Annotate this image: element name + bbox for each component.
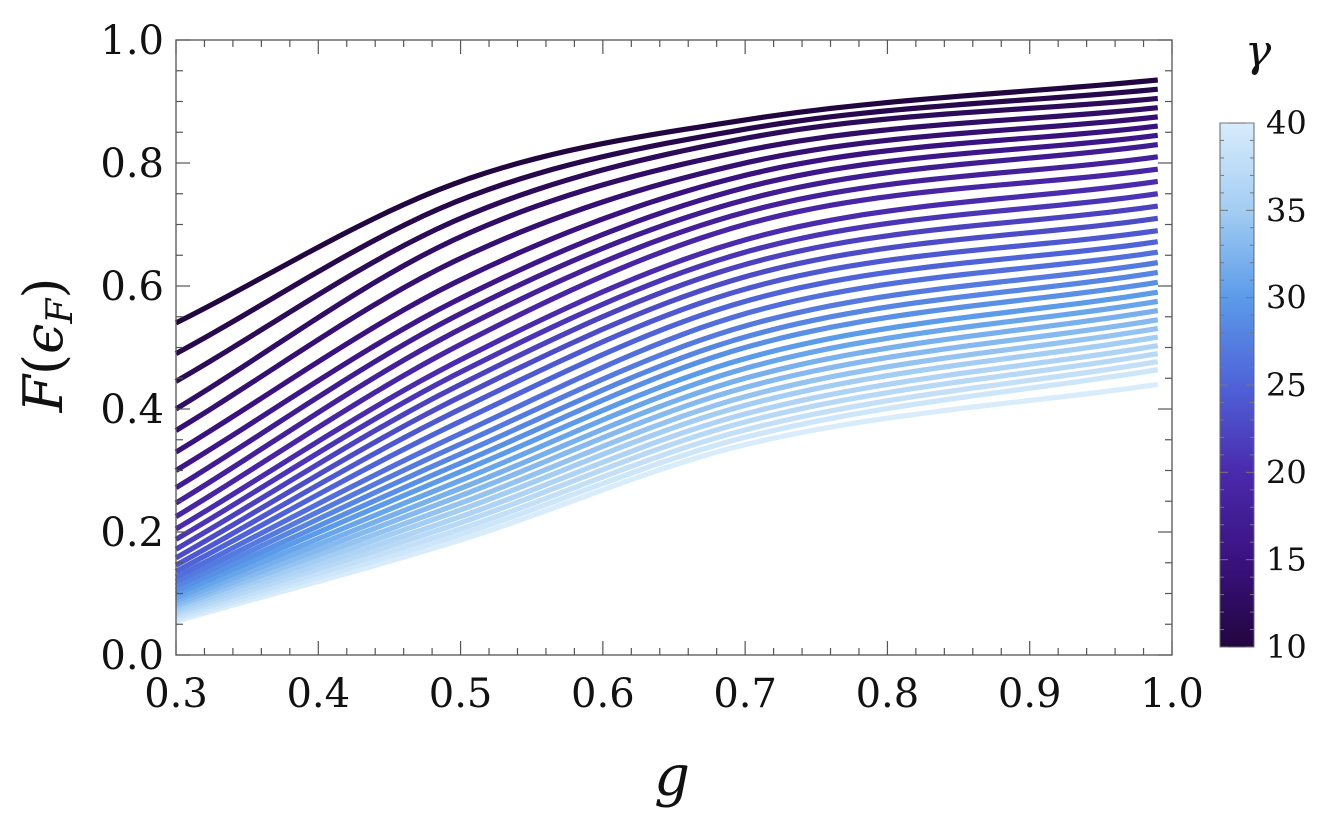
colorbar-tick-label: 30 <box>1266 279 1307 317</box>
series-line-gamma-17 <box>174 141 1159 490</box>
colorbar-tick-label: 35 <box>1266 191 1307 229</box>
series-line-gamma-33 <box>175 317 1159 607</box>
series-line-gamma-32 <box>175 308 1159 604</box>
series-layer <box>174 77 1159 624</box>
colorbar-ticks: 10 15 20 25 30 35 40 <box>1220 104 1307 666</box>
series-line-gamma-39 <box>175 367 1159 622</box>
series-line-gamma-29 <box>174 279 1159 593</box>
series-line-gamma-12 <box>174 95 1159 384</box>
series-line-gamma-34 <box>175 325 1159 609</box>
y-tick-labels: 0.0 0.2 0.4 0.6 0.8 1.0 <box>100 18 164 679</box>
x-tick-label: 0.3 <box>144 671 208 717</box>
series-line-gamma-36 <box>175 343 1159 614</box>
series-line-gamma-26 <box>174 249 1159 580</box>
tick-layer <box>175 39 1173 656</box>
x-tick-label: 0.5 <box>429 671 493 717</box>
y-axis-title-close-paren: ) <box>12 278 75 299</box>
series-line-gamma-10 <box>174 77 1159 326</box>
y-tick-label: 0.0 <box>100 633 164 679</box>
colorbar-tick-label: 20 <box>1266 453 1307 491</box>
series-line-gamma-16 <box>174 132 1159 473</box>
colorbar-tick-label: 15 <box>1266 541 1307 579</box>
y-tick-label: 0.4 <box>100 387 164 433</box>
colorbar-tick-label: 25 <box>1266 366 1307 404</box>
y-axis-title-main: F <box>12 372 75 413</box>
series-line-gamma-18 <box>174 154 1159 506</box>
x-tick-label: 0.8 <box>856 671 920 717</box>
series-line-gamma-11 <box>174 86 1159 356</box>
y-axis-title-epsilon: ϵ <box>12 324 75 354</box>
series-line-gamma-37 <box>175 351 1159 617</box>
colorbar-tick-label: 10 <box>1266 628 1307 666</box>
y-tick-label: 0.8 <box>100 141 164 187</box>
series-line-gamma-22 <box>174 203 1159 552</box>
series-line-gamma-28 <box>174 269 1159 589</box>
series-line-gamma-15 <box>174 123 1159 455</box>
series-line-gamma-25 <box>174 239 1159 574</box>
x-tick-label: 0.7 <box>713 671 777 717</box>
y-tick-label: 0.6 <box>100 264 164 310</box>
colorbar-title: γ <box>1245 26 1272 77</box>
series-line-gamma-24 <box>174 228 1159 568</box>
x-tick-label: 0.6 <box>571 671 635 717</box>
series-line-gamma-35 <box>175 334 1159 612</box>
series-line-gamma-23 <box>174 215 1159 561</box>
x-tick-label: 0.9 <box>998 671 1062 717</box>
series-line-gamma-19 <box>174 166 1159 519</box>
x-axis-title: g <box>654 744 690 809</box>
y-tick-label: 1.0 <box>100 18 164 64</box>
series-line-gamma-27 <box>174 260 1159 585</box>
series-line-gamma-40 <box>175 381 1159 624</box>
series-line-gamma-38 <box>175 359 1159 619</box>
series-line-gamma-13 <box>174 105 1159 412</box>
x-tick-labels: 0.3 0.4 0.5 0.6 0.7 0.8 0.9 1.0 <box>144 671 1204 717</box>
y-axis-title: F(ϵF) <box>12 278 81 414</box>
x-tick-label: 0.4 <box>286 671 350 717</box>
x-tick-label: 1.0 <box>1140 671 1204 717</box>
y-tick-label: 0.2 <box>100 510 164 556</box>
colorbar-tick-label: 40 <box>1266 104 1307 142</box>
series-line-gamma-14 <box>174 114 1159 433</box>
y-axis-title-subscript: F <box>40 297 81 325</box>
series-line-gamma-20 <box>174 178 1159 532</box>
y-axis-title-open-paren: ( <box>12 354 75 375</box>
series-line-gamma-21 <box>174 191 1159 542</box>
series-line-gamma-31 <box>175 298 1159 601</box>
series-line-gamma-30 <box>174 289 1159 597</box>
